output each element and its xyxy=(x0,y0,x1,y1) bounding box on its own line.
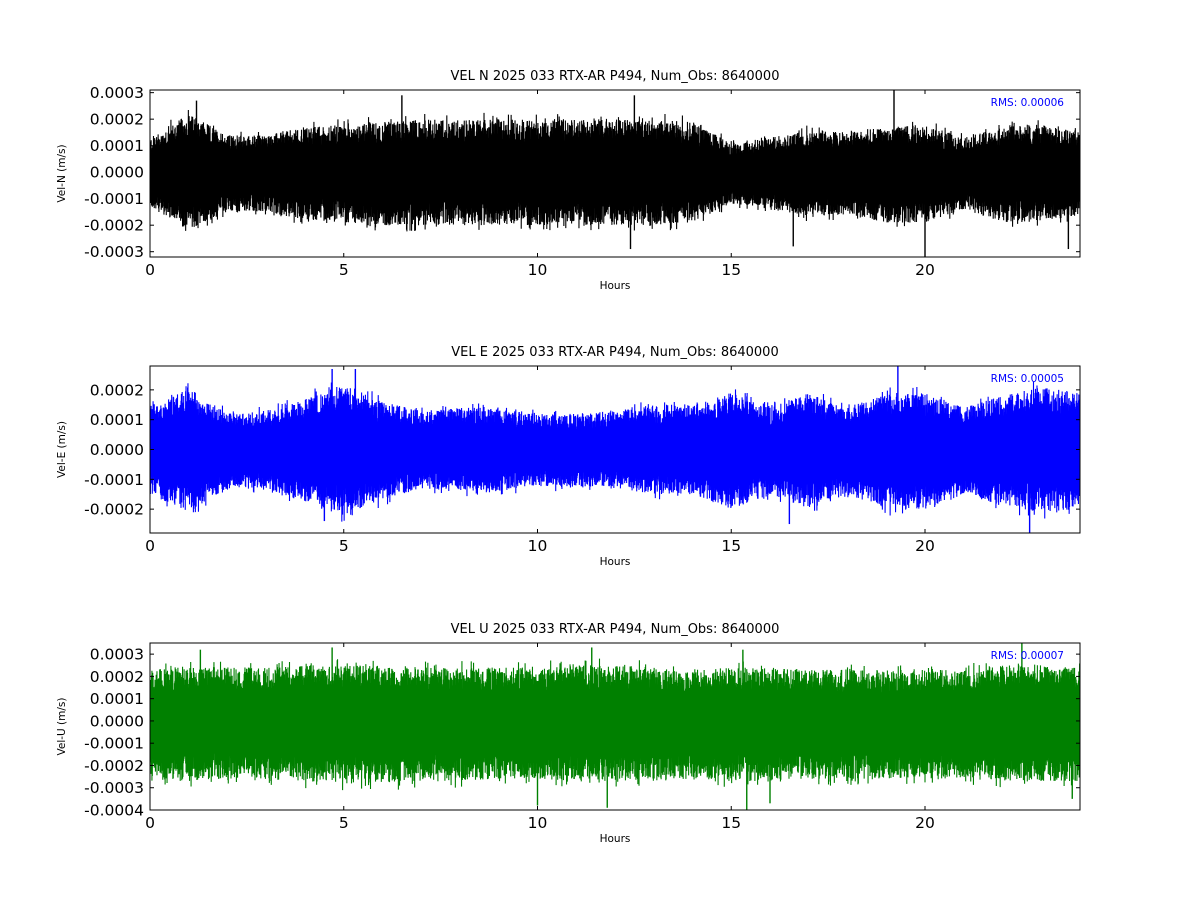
y-tick-label: 0.0003 xyxy=(90,646,144,664)
y-tick-label: -0.0002 xyxy=(84,757,144,775)
x-axis-label: Hours xyxy=(600,280,631,292)
signal-trace xyxy=(150,381,1080,522)
y-tick-label: 0.0001 xyxy=(90,690,144,708)
y-tick-label: -0.0002 xyxy=(84,501,144,519)
x-tick-label: 0 xyxy=(145,537,155,555)
y-tick-label: 0.0000 xyxy=(90,712,144,730)
x-axis-label: Hours xyxy=(600,556,631,568)
y-tick-label: -0.0003 xyxy=(84,779,144,797)
y-tick-label: 0.0002 xyxy=(90,381,144,399)
rms-annotation: RMS: 0.00007 xyxy=(991,650,1064,662)
panel-title: VEL E 2025 033 RTX-AR P494, Num_Obs: 864… xyxy=(451,345,778,360)
x-tick-label: 5 xyxy=(339,537,349,555)
x-tick-label: 10 xyxy=(528,261,548,279)
y-tick-label: 0.0000 xyxy=(90,441,144,459)
y-tick-label: 0.0001 xyxy=(90,137,144,155)
y-tick-label: 0.0002 xyxy=(90,111,144,129)
y-axis-label: Vel-U (m/s) xyxy=(56,698,68,756)
signal-trace xyxy=(150,110,1080,232)
y-axis-label: Vel-E (m/s) xyxy=(56,421,68,478)
y-tick-label: -0.0001 xyxy=(84,735,144,753)
x-tick-label: 15 xyxy=(721,537,741,555)
panel-vel-e: 0 5 10 15 20 0.0002 0.0001 0.0000 -0.0001 -0.0002… xyxy=(56,345,1081,568)
y-tick-label: -0.0002 xyxy=(84,217,144,235)
x-tick-label: 10 xyxy=(528,537,548,555)
x-tick-label: 0 xyxy=(145,814,155,832)
y-tick-label: -0.0003 xyxy=(84,243,144,261)
panel-vel-n: 0 5 10 15 20 0.0003 0.0002 0.0001 0.0000 -0.0001 -… xyxy=(56,69,1081,292)
y-tick-label: -0.0001 xyxy=(84,471,144,489)
axes-frame xyxy=(149,89,1081,258)
panel-title: VEL U 2025 033 RTX-AR P494, Num_Obs: 864… xyxy=(451,622,780,637)
y-tick-label: -0.0004 xyxy=(84,802,144,820)
x-tick-label: 20 xyxy=(915,537,935,555)
panel-vel-u: 0 5 10 15 20 0.0003 0.0002 0.0001 0.0000 -0.0001 -… xyxy=(56,622,1081,845)
rms-annotation: RMS: 0.00006 xyxy=(991,97,1065,109)
y-tick-label: 0.0003 xyxy=(90,84,144,102)
x-tick-label: 20 xyxy=(915,261,935,279)
x-tick-label: 5 xyxy=(339,261,349,279)
x-tick-label: 10 xyxy=(528,814,548,832)
x-tick-label: 15 xyxy=(721,261,741,279)
x-tick-label: 0 xyxy=(145,261,155,279)
panel-title: VEL N 2025 033 RTX-AR P494, Num_Obs: 864… xyxy=(451,69,780,84)
signal-trace xyxy=(150,658,1080,791)
y-tick-label: 0.0001 xyxy=(90,411,144,429)
y-tick-label: 0.0000 xyxy=(90,164,144,182)
axes-frame xyxy=(149,642,1081,811)
x-tick-label: 15 xyxy=(721,814,741,832)
x-tick-label: 5 xyxy=(339,814,349,832)
y-axis-label: Vel-N (m/s) xyxy=(56,144,68,202)
y-tick-label: -0.0001 xyxy=(84,190,144,208)
x-tick-label: 20 xyxy=(915,814,935,832)
rms-annotation: RMS: 0.00005 xyxy=(991,373,1064,385)
y-tick-label: 0.0002 xyxy=(90,668,144,686)
x-axis-label: Hours xyxy=(600,833,631,845)
